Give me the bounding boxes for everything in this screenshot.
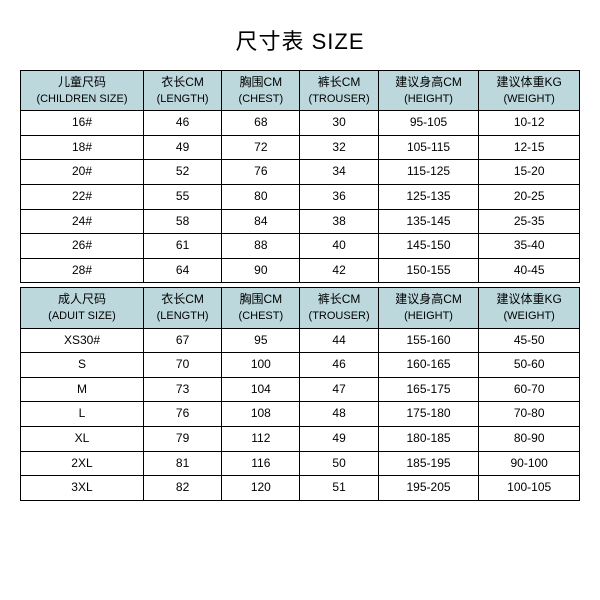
table-row: 22#558036125-13520-25 [21, 184, 580, 209]
table-row: 28#649042150-15540-45 [21, 258, 580, 283]
col-header: 胸围CM(CHEST) [222, 288, 300, 328]
col-header: 裤长CM(TROUSER) [300, 288, 378, 328]
table-row: 3XL8212051195-205100-105 [21, 476, 580, 501]
col-header: 建议身高CM(HEIGHT) [378, 288, 479, 328]
col-header: 衣长CM(LENGTH) [143, 71, 221, 111]
table-row: 16#46683095-10510-12 [21, 111, 580, 136]
adult-header-row: 成人尺码(ADUIT SIZE) 衣长CM(LENGTH) 胸围CM(CHEST… [21, 288, 580, 328]
col-header: 儿童尺码(CHILDREN SIZE) [21, 71, 144, 111]
col-header: 衣长CM(LENGTH) [143, 288, 221, 328]
table-row: 18#497232105-11512-15 [21, 135, 580, 160]
adult-size-table: 成人尺码(ADUIT SIZE) 衣长CM(LENGTH) 胸围CM(CHEST… [20, 287, 580, 500]
col-header: 建议身高CM(HEIGHT) [378, 71, 479, 111]
children-header-row: 儿童尺码(CHILDREN SIZE) 衣长CM(LENGTH) 胸围CM(CH… [21, 71, 580, 111]
table-row: S7010046160-16550-60 [21, 353, 580, 378]
col-header: 成人尺码(ADUIT SIZE) [21, 288, 144, 328]
table-row: 2XL8111650185-19590-100 [21, 451, 580, 476]
table-row: XS30#679544155-16045-50 [21, 328, 580, 353]
table-row: M7310447165-17560-70 [21, 377, 580, 402]
size-tables: 儿童尺码(CHILDREN SIZE) 衣长CM(LENGTH) 胸围CM(CH… [20, 70, 580, 501]
table-row: 26#618840145-15035-40 [21, 234, 580, 259]
table-row: 20#527634115-12515-20 [21, 160, 580, 185]
table-row: XL7911249180-18580-90 [21, 426, 580, 451]
children-size-table: 儿童尺码(CHILDREN SIZE) 衣长CM(LENGTH) 胸围CM(CH… [20, 70, 580, 283]
table-row: L7610848175-18070-80 [21, 402, 580, 427]
col-header: 胸围CM(CHEST) [222, 71, 300, 111]
page-title: 尺寸表 SIZE [235, 24, 364, 56]
col-header: 建议体重KG(WEIGHT) [479, 288, 580, 328]
table-row: 24#588438135-14525-35 [21, 209, 580, 234]
col-header: 裤长CM(TROUSER) [300, 71, 378, 111]
col-header: 建议体重KG(WEIGHT) [479, 71, 580, 111]
